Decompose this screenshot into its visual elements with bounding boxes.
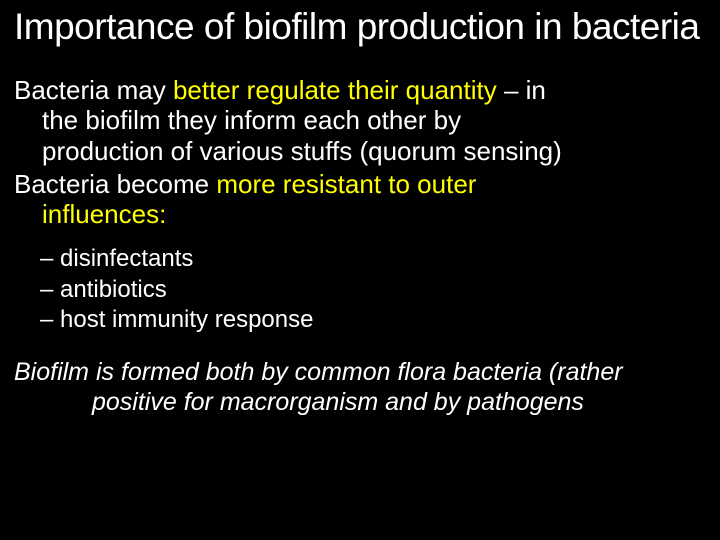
p1-highlight: better regulate their quantity	[173, 75, 497, 105]
list-item: – antibiotics	[40, 275, 706, 306]
list-item: – disinfectants	[40, 244, 706, 275]
list-item: – host immunity response	[40, 305, 706, 336]
p2-lead: Bacteria become	[14, 169, 216, 199]
slide-title: Importance of biofilm production in bact…	[14, 6, 706, 49]
footnote: Biofilm is formed both by common flora b…	[14, 358, 706, 417]
p1-tail: – in	[497, 75, 546, 105]
footnote-line2: positive for macrorganism and by pathoge…	[14, 388, 706, 418]
paragraph-2: Bacteria become more resistant to outer …	[14, 169, 706, 230]
p1-line3: production of various stuffs (quorum sen…	[14, 136, 562, 167]
paragraph-1: Bacteria may better regulate their quant…	[14, 75, 706, 167]
p1-line2: the biofilm they inform each other by	[14, 105, 461, 136]
footnote-line1: Biofilm is formed both by common flora b…	[14, 358, 623, 386]
sub-list: – disinfectants – antibiotics – host imm…	[14, 244, 706, 336]
p2-highlight-1: more resistant to outer	[216, 169, 476, 199]
p2-highlight-2: influences:	[14, 199, 166, 230]
p1-lead: Bacteria may	[14, 75, 173, 105]
